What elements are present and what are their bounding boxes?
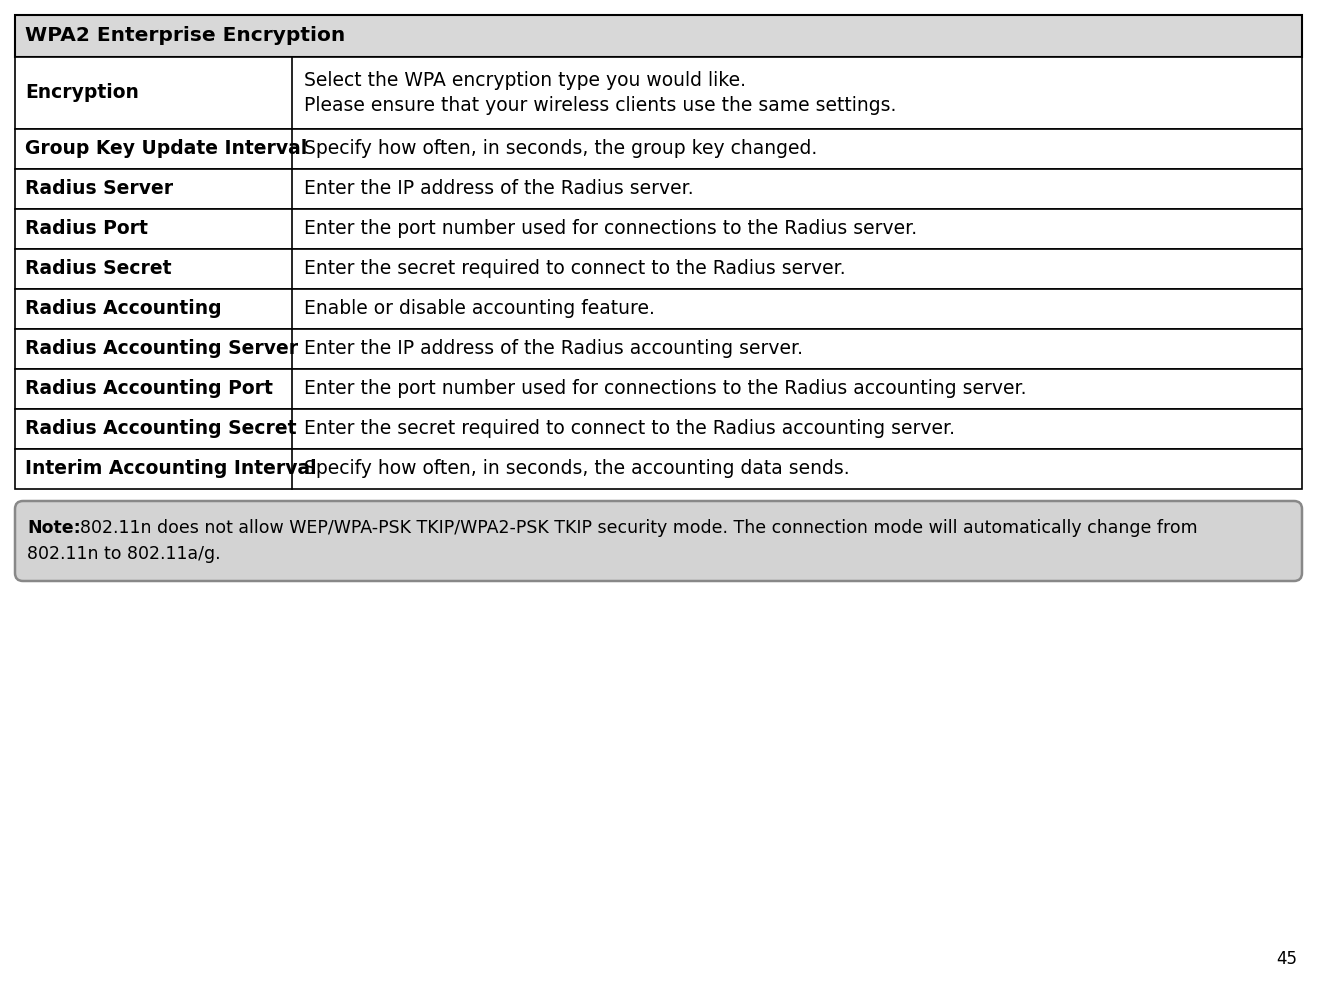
Text: Enter the secret required to connect to the Radius accounting server.: Enter the secret required to connect to … xyxy=(304,420,955,439)
Bar xyxy=(14,169,1303,209)
Text: Enter the IP address of the Radius server.: Enter the IP address of the Radius serve… xyxy=(304,180,693,199)
Bar xyxy=(14,369,1303,409)
Bar xyxy=(14,329,1303,369)
Text: Specify how often, in seconds, the group key changed.: Specify how often, in seconds, the group… xyxy=(304,139,817,158)
Text: 802.11n does not allow WEP/WPA-PSK TKIP/WPA2-PSK TKIP security mode. The connect: 802.11n does not allow WEP/WPA-PSK TKIP/… xyxy=(68,519,1197,537)
Bar xyxy=(14,249,1303,289)
Text: Radius Accounting Secret: Radius Accounting Secret xyxy=(25,420,296,439)
Text: Radius Server: Radius Server xyxy=(25,180,173,199)
Bar xyxy=(14,449,1303,489)
Text: Specify how often, in seconds, the accounting data sends.: Specify how often, in seconds, the accou… xyxy=(304,459,849,478)
Text: 45: 45 xyxy=(1276,950,1297,968)
Text: Note:: Note: xyxy=(28,519,80,537)
FancyBboxPatch shape xyxy=(14,501,1303,581)
Bar xyxy=(14,409,1303,449)
Bar xyxy=(14,289,1303,329)
Text: Encryption: Encryption xyxy=(25,84,138,103)
Bar xyxy=(14,57,1303,129)
Text: Enter the secret required to connect to the Radius server.: Enter the secret required to connect to … xyxy=(304,260,846,279)
Text: Enable or disable accounting feature.: Enable or disable accounting feature. xyxy=(304,299,655,318)
Text: Radius Accounting Port: Radius Accounting Port xyxy=(25,379,273,398)
Bar xyxy=(14,209,1303,249)
Text: 802.11n to 802.11a/g.: 802.11n to 802.11a/g. xyxy=(28,545,221,563)
Bar xyxy=(14,15,1303,57)
Text: Enter the port number used for connections to the Radius server.: Enter the port number used for connectio… xyxy=(304,219,917,238)
Text: WPA2 Enterprise Encryption: WPA2 Enterprise Encryption xyxy=(25,27,345,45)
Text: Radius Accounting Server: Radius Accounting Server xyxy=(25,340,298,359)
Bar xyxy=(14,129,1303,169)
Text: Enter the port number used for connections to the Radius accounting server.: Enter the port number used for connectio… xyxy=(304,379,1026,398)
Text: Radius Secret: Radius Secret xyxy=(25,260,171,279)
Text: Group Key Update Interval: Group Key Update Interval xyxy=(25,139,307,158)
Text: Enter the IP address of the Radius accounting server.: Enter the IP address of the Radius accou… xyxy=(304,340,802,359)
Text: Radius Port: Radius Port xyxy=(25,219,148,238)
Text: Interim Accounting Interval: Interim Accounting Interval xyxy=(25,459,316,478)
Text: Radius Accounting: Radius Accounting xyxy=(25,299,221,318)
Text: Please ensure that your wireless clients use the same settings.: Please ensure that your wireless clients… xyxy=(304,96,896,115)
Text: Select the WPA encryption type you would like.: Select the WPA encryption type you would… xyxy=(304,71,745,90)
